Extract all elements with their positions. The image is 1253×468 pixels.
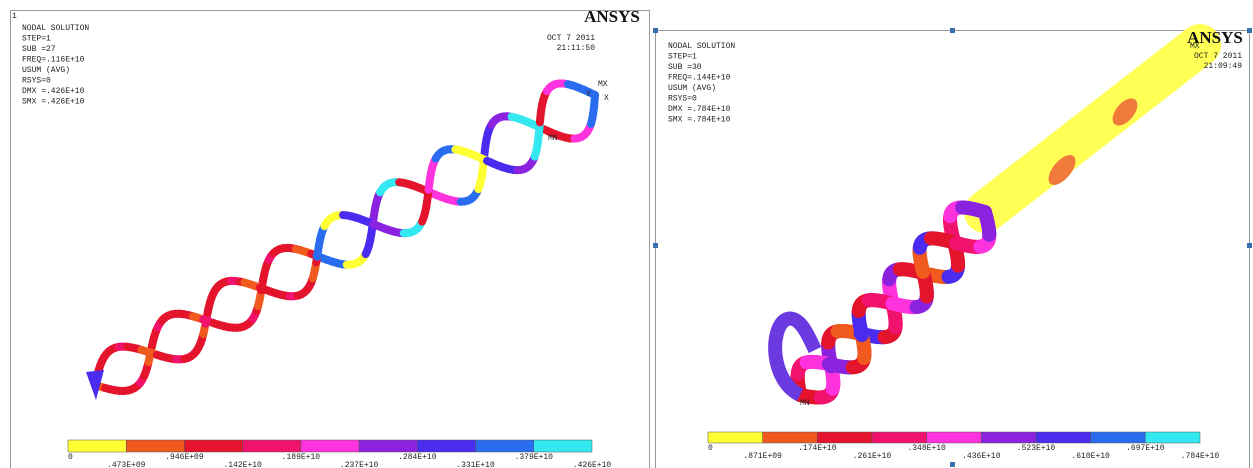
header-line: FREQ=.116E+10 [22, 56, 85, 65]
legend-swatch [68, 440, 126, 452]
legend-label: .426E+10 [573, 461, 612, 468]
legend-label: .436E+10 [962, 452, 1001, 461]
legend-swatch [1145, 432, 1200, 443]
marker-label: MN [800, 399, 810, 408]
corner-mark: 1 [12, 12, 17, 21]
legend-swatch [708, 432, 763, 443]
legend-swatch [1036, 432, 1091, 443]
header-line: SUB =30 [668, 63, 702, 72]
time: 21:09:49 [1204, 62, 1243, 71]
legend-swatch [872, 432, 927, 443]
header-line: USUM (AVG) [22, 66, 70, 75]
legend-swatch [301, 440, 359, 452]
tube [985, 45, 1200, 212]
legend-swatch [417, 440, 475, 452]
legend-label: .174E+10 [798, 444, 837, 453]
legend-swatch [1091, 432, 1146, 443]
marker-label: X [604, 94, 609, 103]
legend-swatch [534, 440, 592, 452]
legend-swatch [126, 440, 184, 452]
header-line: STEP=1 [668, 53, 697, 62]
legend-swatch [817, 432, 872, 443]
legend-label: 0 [68, 453, 73, 462]
legend-label: .784E+10 [1181, 452, 1220, 461]
legend-label: .142E+10 [223, 461, 262, 468]
header-line: RSYS=0 [668, 95, 697, 104]
header-line: SMX =.784E+10 [668, 116, 731, 125]
legend-label: .473E+09 [107, 461, 146, 468]
legend-swatch [927, 432, 982, 443]
marker-label: MX [1190, 42, 1200, 51]
legend-label: .237E+10 [340, 461, 379, 468]
legend-label: .871E+09 [743, 452, 782, 461]
header-line: DMX =.784E+10 [668, 105, 731, 114]
legend-label: .610E+10 [1071, 452, 1110, 461]
legend-label: .946E+09 [165, 453, 204, 462]
page: 1ANSYSNODAL SOLUTIONSTEP=1SUB =27FREQ=.1… [0, 0, 1253, 468]
header-line: USUM (AVG) [668, 84, 716, 93]
legend-label: .189E+10 [282, 453, 321, 462]
left-panel-frame [11, 11, 650, 468]
helix-segment [985, 212, 986, 215]
legend-label: .331E+10 [456, 461, 495, 468]
header-line: DMX =.426E+10 [22, 87, 85, 96]
header-line: NODAL SOLUTION [668, 42, 735, 51]
header-line: STEP=1 [22, 35, 51, 44]
marker-label: MX [598, 80, 608, 89]
legend-swatch [476, 440, 534, 452]
header-line: RSYS=0 [22, 77, 51, 86]
legend-label: .697E+10 [1126, 444, 1165, 453]
legend-swatch [981, 432, 1036, 443]
header-line: SMX =.426E+10 [22, 98, 85, 107]
marker-label: Y [586, 90, 591, 99]
legend-label: .523E+10 [1017, 444, 1056, 453]
header-line: NODAL SOLUTION [22, 24, 89, 33]
marker-label: MN [548, 134, 558, 143]
legend-label: .379E+10 [515, 453, 554, 462]
legend-swatch [359, 440, 417, 452]
screenshot: 1ANSYSNODAL SOLUTIONSTEP=1SUB =27FREQ=.1… [0, 0, 1253, 468]
legend-label: 0 [708, 444, 713, 453]
legend-label: .261E+10 [853, 452, 892, 461]
legend-label: .284E+10 [398, 453, 437, 462]
ansys-logo: ANSYS [584, 7, 640, 26]
legend-swatch [184, 440, 242, 452]
time: 21:11:50 [557, 44, 596, 53]
left-model [86, 83, 595, 400]
header-line: SUB =27 [22, 45, 56, 54]
legend-swatch [243, 440, 301, 452]
date: OCT 7 2011 [547, 34, 595, 43]
legend-label: .348E+10 [907, 444, 946, 453]
legend-swatch [763, 432, 818, 443]
header-line: FREQ=.144E+10 [668, 74, 731, 83]
right-model [775, 45, 1200, 398]
date: OCT 7 2011 [1194, 52, 1242, 61]
